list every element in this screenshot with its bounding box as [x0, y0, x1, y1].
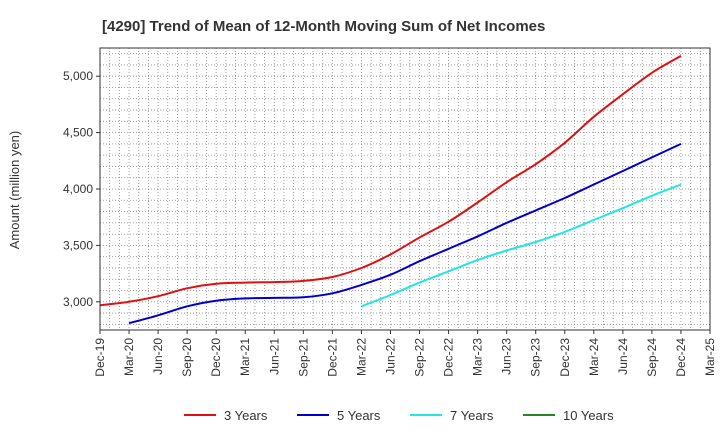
- series-line-7-years: [361, 183, 682, 308]
- x-tick-label: Dec-24: [674, 338, 688, 377]
- legend-label-3-years: 3 Years: [224, 408, 268, 423]
- y-tick-label: 5,000: [63, 69, 93, 83]
- series-lines: [99, 55, 682, 325]
- series-line-3-years: [99, 55, 682, 307]
- x-tick-label: Mar-22: [354, 338, 368, 376]
- x-tick-label: Mar-21: [238, 338, 252, 376]
- x-tick-label: Dec-21: [325, 338, 339, 377]
- x-tick-label: Dec-19: [93, 338, 107, 377]
- y-tick-label: 4,000: [63, 182, 93, 196]
- x-tick-label: Dec-22: [442, 338, 456, 377]
- series-line-5-years: [128, 142, 682, 325]
- chart-title: [4290] Trend of Mean of 12-Month Moving …: [102, 18, 545, 35]
- x-tick-label: Sep-24: [645, 338, 659, 377]
- x-tick-label: Jun-22: [383, 338, 397, 375]
- x-tick-label: Mar-23: [471, 338, 485, 376]
- x-axis: Dec-19 Mar-20 Jun-20 Sep-20 Dec-20 Mar-21 Jun-…: [93, 330, 717, 377]
- y-tick-label: 4,500: [63, 126, 93, 140]
- x-tick-label: Jun-24: [616, 338, 630, 375]
- legend-label-7-years: 7 Years: [450, 408, 494, 423]
- plot-area: [100, 48, 710, 330]
- legend: 3 Years 5 Years 7 Years 10 Years: [184, 408, 614, 423]
- y-axis: 3,000 3,500 4,000 4,500 5,000: [63, 69, 100, 309]
- x-tick-label: Sep-22: [413, 338, 427, 377]
- x-tick-label: Sep-20: [180, 338, 194, 377]
- legend-label-5-years: 5 Years: [337, 408, 381, 423]
- x-tick-label: Dec-23: [558, 338, 572, 377]
- x-tick-label: Sep-23: [529, 338, 543, 377]
- y-tick-label: 3,500: [63, 238, 93, 252]
- x-tick-label: Jun-21: [267, 338, 281, 375]
- x-tick-label: Mar-25: [703, 338, 717, 376]
- legend-label-10-years: 10 Years: [563, 408, 614, 423]
- x-tick-label: Jun-23: [500, 338, 514, 375]
- y-axis-title: Amount (million yen): [7, 131, 22, 250]
- x-tick-label: Jun-20: [151, 338, 165, 375]
- x-tick-label: Sep-21: [296, 338, 310, 377]
- x-tick-label: Dec-20: [209, 338, 223, 377]
- x-tick-label: Mar-20: [122, 338, 136, 376]
- x-tick-label: Mar-24: [587, 338, 601, 376]
- y-tick-label: 3,000: [63, 295, 93, 309]
